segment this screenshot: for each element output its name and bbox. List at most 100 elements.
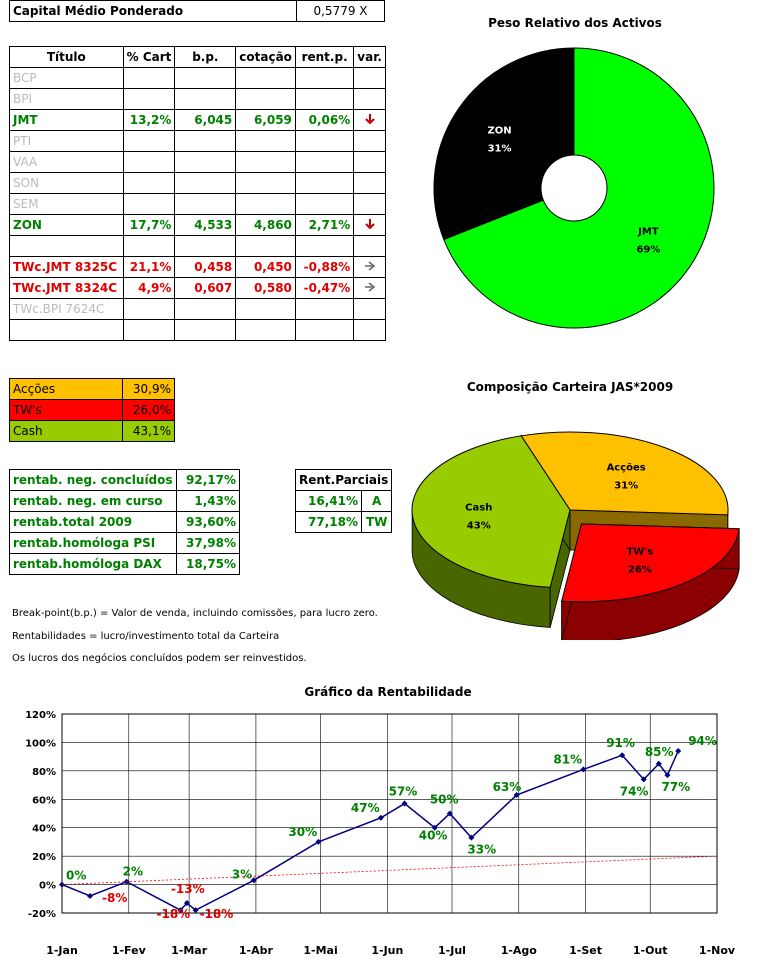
returns-table: rentab. neg. concluídos 92,17% rentab. neg… — [9, 469, 241, 575]
table-cell-var — [353, 319, 386, 341]
arrow-right-icon — [364, 281, 375, 292]
table-cell-bp: 0,458 — [174, 256, 237, 278]
pie3d-value: 31% — [614, 480, 638, 491]
pie3d-label: Acções — [607, 462, 646, 473]
returns-row: rentab. neg. concluídos 92,17% — [9, 469, 241, 491]
table-row: ZON 17,7% 4,533 4,860 2,71% — [9, 214, 386, 236]
table-row: JMT 13,2% 6,045 6,059 0,06% — [9, 109, 386, 131]
table-cell-cot — [235, 88, 296, 110]
data-point — [619, 752, 626, 759]
table-cell-rent — [294, 193, 355, 215]
data-point — [655, 760, 662, 767]
table-row: SEM — [9, 193, 386, 215]
table-cell-titulo: BPI — [9, 88, 124, 110]
data-point — [513, 792, 520, 799]
table-cell-rent: -0,88% — [294, 256, 355, 278]
allocation-value: 26,0% — [121, 399, 176, 421]
table-cell-cot — [235, 151, 296, 173]
data-label: 47% — [351, 801, 380, 815]
data-label: -8% — [102, 891, 127, 905]
table-cell-var — [353, 88, 386, 110]
table-cell-cot — [235, 298, 296, 320]
table-cell-var — [353, 214, 386, 236]
allocation-value: 43,1% — [121, 420, 176, 442]
table-cell-cart — [122, 67, 176, 89]
table-cell-cart — [122, 319, 176, 341]
allocation-value: 30,9% — [121, 378, 176, 400]
table-cell-bp — [174, 193, 237, 215]
table-cell-cart — [122, 151, 176, 173]
table-cell-titulo: JMT — [9, 109, 124, 131]
x-tick-label: 1-Nov — [699, 944, 736, 957]
table-cell-cot: 4,860 — [235, 214, 296, 236]
table-cell-cot — [235, 235, 296, 257]
data-point — [183, 900, 190, 907]
allocation-label: Cash — [9, 420, 123, 442]
donut-slice-jmt — [443, 47, 715, 329]
y-tick-label: -20% — [28, 909, 56, 920]
data-label: 57% — [389, 785, 418, 799]
returns-label: rentab.homóloga DAX — [9, 553, 177, 575]
data-point — [401, 800, 408, 807]
pie3d-title: Composição Carteira JAS*2009 — [467, 380, 673, 394]
table-cell-cot — [235, 130, 296, 152]
partials-tag-tw: TW — [361, 511, 393, 533]
note-lucros: Os lucros dos negócios concluídos podem … — [12, 653, 307, 664]
x-tick-label: 1-Out — [633, 944, 668, 957]
pie3d-chart: Composição Carteira JAS*2009 Acções 31% TW… — [411, 380, 740, 640]
table-cell-cot: 0,450 — [235, 256, 296, 278]
data-point — [664, 772, 671, 779]
column-header: var. — [353, 46, 386, 68]
returns-value: 92,17% — [175, 469, 241, 491]
table-row: TWc.JMT 8325C 21,1% 0,458 0,450 -0,88% — [9, 256, 386, 278]
table-row — [9, 319, 386, 341]
data-label: 40% — [419, 829, 448, 843]
returns-label: rentab. neg. em curso — [9, 490, 177, 512]
table-cell-titulo — [9, 235, 124, 257]
data-label: -18% — [200, 907, 234, 921]
x-tick-label: 1-Set — [569, 944, 602, 957]
line-chart-title: Gráfico da Rentabilidade — [304, 685, 471, 699]
table-cell-cart — [122, 298, 176, 320]
table-cell-cot: 6,059 — [235, 109, 296, 131]
table-cell-titulo: ZON — [9, 214, 124, 236]
x-tick-label: 1-Fev — [112, 944, 147, 957]
table-row: TWc.BPI 7624C — [9, 298, 386, 320]
table-cell-titulo: BCP — [9, 67, 124, 89]
partials-tag-a: A — [361, 490, 393, 512]
donut-title: Peso Relativo dos Activos — [488, 16, 662, 30]
table-cell-var — [353, 235, 386, 257]
y-tick-label: 60% — [32, 795, 56, 806]
data-label: 85% — [645, 745, 674, 759]
data-point — [431, 824, 438, 831]
table-cell-var — [353, 256, 386, 278]
x-tick-label: 1-Ago — [501, 944, 538, 957]
y-tick-label: 80% — [32, 767, 56, 778]
table-cell-cart: 21,1% — [122, 256, 176, 278]
table-cell-titulo: TWc.JMT 8324C — [9, 277, 124, 299]
table-cell-cot — [235, 172, 296, 194]
table-cell-cart — [122, 235, 176, 257]
data-point — [580, 766, 587, 773]
data-label: -18% — [157, 907, 191, 921]
trend-line — [61, 855, 718, 885]
data-point — [468, 834, 475, 841]
partials-value-tw: 77,18% — [294, 511, 363, 533]
pie3d-slice-cash — [411, 435, 571, 588]
returns-value: 18,75% — [175, 553, 241, 575]
table-cell-cart: 13,2% — [122, 109, 176, 131]
x-tick-label: 1-Jul — [438, 944, 466, 957]
table-cell-titulo: TWc.BPI 7624C — [9, 298, 124, 320]
data-label: 50% — [430, 793, 459, 807]
table-cell-titulo: SEM — [9, 193, 124, 215]
note-breakpoint: Break-point(b.p.) = Valor de venda, incl… — [12, 608, 378, 619]
line-chart: Gráfico da Rentabilidade -20% 0% 20% 40% 60%… — [25, 685, 736, 957]
returns-label: rentab.homóloga PSI — [9, 532, 177, 554]
header-label: Capital Médio Ponderado — [9, 0, 297, 22]
table-cell-var — [353, 151, 386, 173]
table-cell-var — [353, 130, 386, 152]
table-row — [9, 235, 386, 257]
table-cell-var — [353, 277, 386, 299]
table-cell-rent — [294, 88, 355, 110]
allocation-row: Cash 43,1% — [9, 420, 176, 442]
